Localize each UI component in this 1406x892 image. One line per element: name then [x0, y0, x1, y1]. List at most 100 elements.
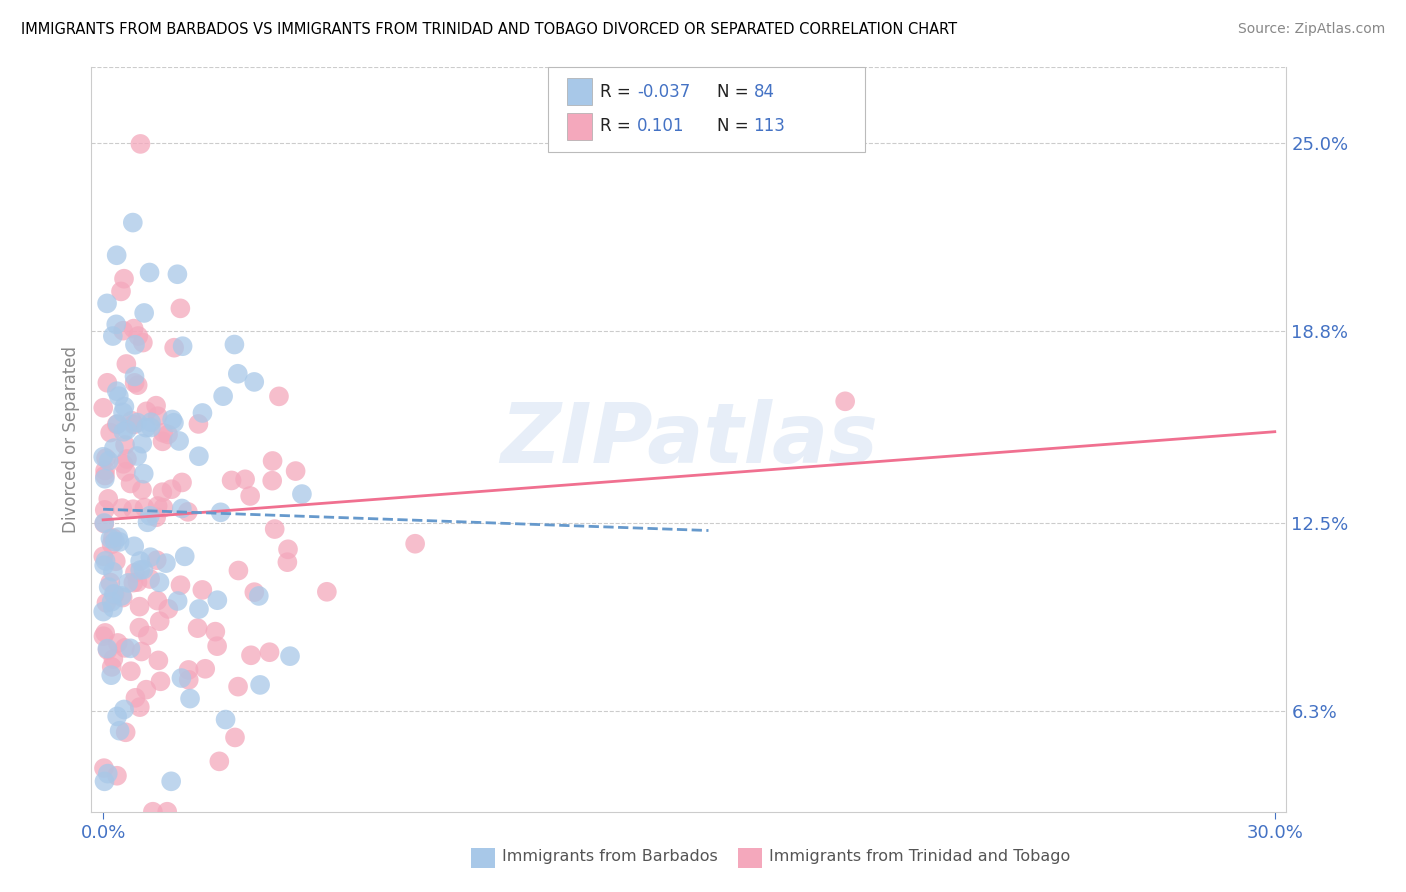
Point [93, 774, 115, 789]
Point [91, 401, 114, 415]
Point [107, 636, 129, 650]
Text: Immigrants from Trinidad and Tobago: Immigrants from Trinidad and Tobago [769, 849, 1070, 863]
Point [278, 649, 301, 664]
Point [262, 454, 284, 468]
Point [111, 589, 134, 603]
Text: 113: 113 [754, 118, 786, 136]
Point [94, 554, 117, 568]
Point [122, 539, 145, 553]
Point [98, 425, 121, 440]
Point [120, 476, 142, 491]
Point [277, 542, 299, 557]
Point [204, 624, 226, 639]
Point [152, 425, 174, 440]
Point [834, 394, 856, 409]
Point [129, 554, 152, 568]
Point [157, 602, 180, 616]
Point [146, 593, 169, 607]
Point [96, 596, 118, 610]
Point [267, 389, 290, 403]
Point [114, 438, 136, 452]
Point [127, 378, 149, 392]
Point [135, 682, 157, 697]
Point [121, 414, 143, 428]
Point [94, 626, 117, 640]
Point [152, 500, 174, 515]
Point [207, 593, 229, 607]
Point [112, 271, 135, 285]
Point [160, 412, 183, 426]
Point [93, 558, 115, 573]
Point [127, 329, 149, 343]
Point [284, 464, 307, 478]
Point [111, 591, 134, 605]
Point [214, 713, 236, 727]
Point [149, 614, 172, 628]
Point [156, 805, 179, 819]
Point [114, 640, 136, 655]
Point [262, 474, 284, 488]
Point [121, 216, 143, 230]
Point [94, 472, 117, 486]
Text: -0.037: -0.037 [637, 83, 690, 101]
Point [243, 375, 266, 389]
Point [155, 556, 177, 570]
Point [187, 449, 209, 463]
Point [105, 417, 128, 432]
Point [96, 296, 118, 310]
Point [128, 700, 150, 714]
Point [132, 467, 155, 481]
Point [124, 566, 146, 580]
Point [115, 465, 138, 479]
Point [94, 468, 117, 483]
Point [91, 450, 114, 464]
Point [110, 285, 132, 299]
Point [160, 774, 183, 789]
Point [112, 324, 135, 338]
Point [136, 628, 159, 642]
Point [167, 434, 190, 448]
Text: 84: 84 [754, 83, 775, 101]
Point [122, 417, 145, 432]
Point [145, 510, 167, 524]
Point [221, 474, 243, 488]
Point [152, 434, 174, 449]
Point [166, 267, 188, 281]
Point [100, 532, 122, 546]
Point [276, 555, 298, 569]
Point [105, 384, 128, 399]
Point [131, 483, 153, 497]
Point [105, 318, 128, 332]
Point [177, 663, 200, 677]
Point [148, 575, 170, 590]
Point [139, 508, 162, 523]
Point [163, 341, 186, 355]
Point [94, 451, 117, 466]
Point [134, 306, 156, 320]
Point [149, 674, 172, 689]
Point [150, 485, 173, 500]
Point [131, 436, 153, 450]
Text: N =: N = [717, 118, 754, 136]
Point [103, 652, 125, 666]
Point [104, 534, 127, 549]
Point [139, 550, 162, 565]
Point [107, 530, 129, 544]
Point [108, 389, 131, 403]
Point [94, 503, 117, 517]
Point [107, 417, 129, 431]
Point [169, 578, 191, 592]
Point [132, 562, 155, 576]
Y-axis label: Divorced or Separated: Divorced or Separated [62, 346, 80, 533]
Point [191, 582, 214, 597]
Point [120, 641, 142, 656]
Point [247, 589, 270, 603]
Text: R =: R = [600, 118, 637, 136]
Text: R =: R = [600, 83, 637, 101]
Point [103, 588, 125, 602]
Text: IMMIGRANTS FROM BARBADOS VS IMMIGRANTS FROM TRINIDAD AND TOBAGO DIVORCED OR SEPA: IMMIGRANTS FROM BARBADOS VS IMMIGRANTS F… [21, 22, 957, 37]
Point [146, 409, 169, 424]
Point [135, 404, 157, 418]
Point [111, 501, 134, 516]
Point [191, 406, 214, 420]
